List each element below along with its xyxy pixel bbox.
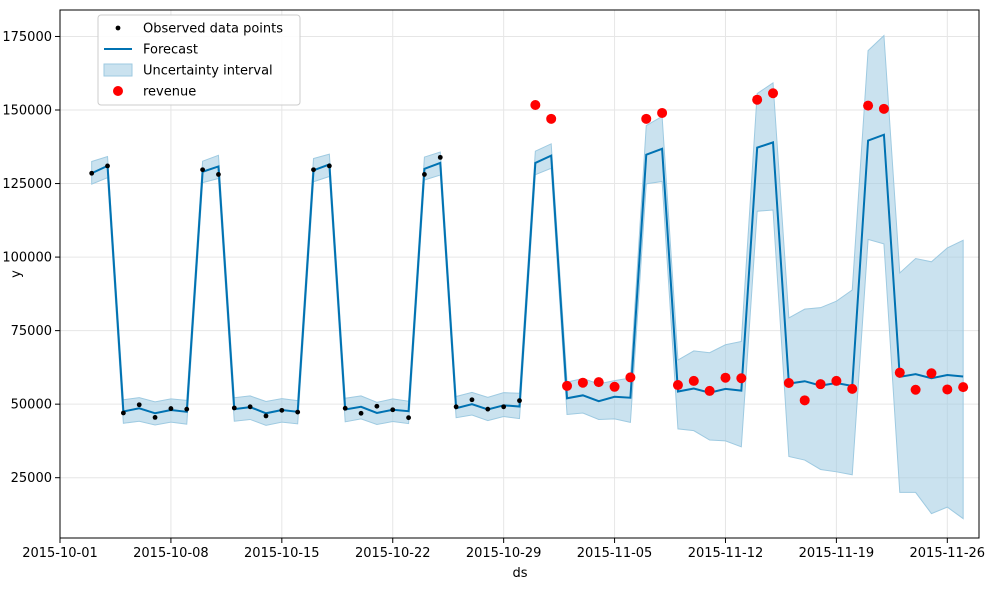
y-tick-label: 175000 [2,30,52,45]
x-tick-label: 2015-10-01 [22,546,98,561]
observed-point [453,404,459,410]
x-tick-label: 2015-11-05 [577,546,653,561]
legend-label: Observed data points [143,22,283,37]
revenue-point [720,372,731,383]
revenue-point [894,367,905,378]
revenue-point [562,380,573,391]
legend-swatch-uncertainty [103,63,133,77]
y-tick-label: 150000 [2,104,52,119]
observed-points [89,154,522,421]
plot-frame [59,9,980,539]
revenue-point [910,384,921,395]
observed-point [517,398,522,404]
observed-point [422,172,427,177]
x-tick-label: 2015-11-12 [688,546,764,561]
observed-point [406,415,411,421]
observed-point [469,397,475,403]
revenue-point [688,375,699,386]
observed-point [216,172,221,177]
observed-point [485,406,491,412]
observed-point [358,410,364,416]
observed-point [247,404,253,410]
revenue-point [593,377,604,388]
revenue-point [799,395,810,406]
x-tick-label: 2015-10-15 [244,546,320,561]
x-axis-label: ds [512,566,527,581]
y-axis-ticks: 25000 50000 75000 100000 125000 150000 175000 [2,30,60,486]
y-tick-label: 100000 [2,251,52,266]
observed-point [326,163,332,169]
x-tick-label: 2015-11-26 [910,546,986,561]
legend-label: Forecast [143,43,198,58]
observed-point [501,404,507,410]
revenue-point [942,384,953,395]
observed-point [437,154,443,160]
revenue-point [831,375,842,386]
legend-label: Uncertainty interval [143,64,273,79]
revenue-point [641,113,652,124]
revenue-point [958,382,969,393]
revenue-point [768,88,779,99]
revenue-point [657,107,668,118]
revenue-point [530,100,541,111]
legend-swatch-observed [115,25,121,31]
revenue-point [625,372,636,383]
observed-point [105,163,110,169]
revenue-point [815,379,826,390]
revenue-point [926,368,937,379]
x-tick-label: 2015-11-19 [799,546,875,561]
y-axis-label: y [9,270,24,278]
observed-point [184,406,190,412]
legend-box [97,14,301,106]
revenue-point [609,381,620,392]
observed-point [89,170,95,176]
revenue-point [783,377,794,388]
revenue-point [736,373,747,384]
revenue-point [672,380,683,391]
x-tick-label: 2015-10-22 [355,546,431,561]
revenue-point [878,103,889,114]
x-tick-label: 2015-10-29 [466,546,542,561]
revenue-point [863,100,874,111]
x-tick-label: 2015-10-08 [133,546,209,561]
observed-point [390,407,396,413]
observed-point [152,414,158,420]
revenue-point [847,383,858,394]
revenue-point [704,385,715,396]
observed-point [295,409,301,415]
y-tick-label: 50000 [11,398,52,413]
revenue-point [577,377,588,388]
observed-point [311,167,316,173]
observed-point [136,402,142,408]
y-tick-label: 25000 [11,471,52,486]
legend: Observed data points Forecast Uncertainty … [97,14,301,106]
revenue-points [530,88,969,406]
observed-point [168,406,174,411]
observed-point [374,403,380,409]
legend-label: revenue [143,85,196,100]
observed-point [279,407,285,413]
revenue-point [752,94,763,105]
observed-point [263,413,269,419]
x-axis-ticks: 2015-10-01 2015-10-08 2015-10-15 2015-10-22… [22,538,985,561]
observed-point [120,410,126,416]
observed-point [200,167,206,173]
y-tick-label: 75000 [11,324,52,339]
legend-swatch-revenue [113,86,123,96]
observed-point [231,405,237,411]
observed-point [342,405,348,411]
y-tick-label: 125000 [2,177,52,192]
revenue-point [546,113,557,124]
